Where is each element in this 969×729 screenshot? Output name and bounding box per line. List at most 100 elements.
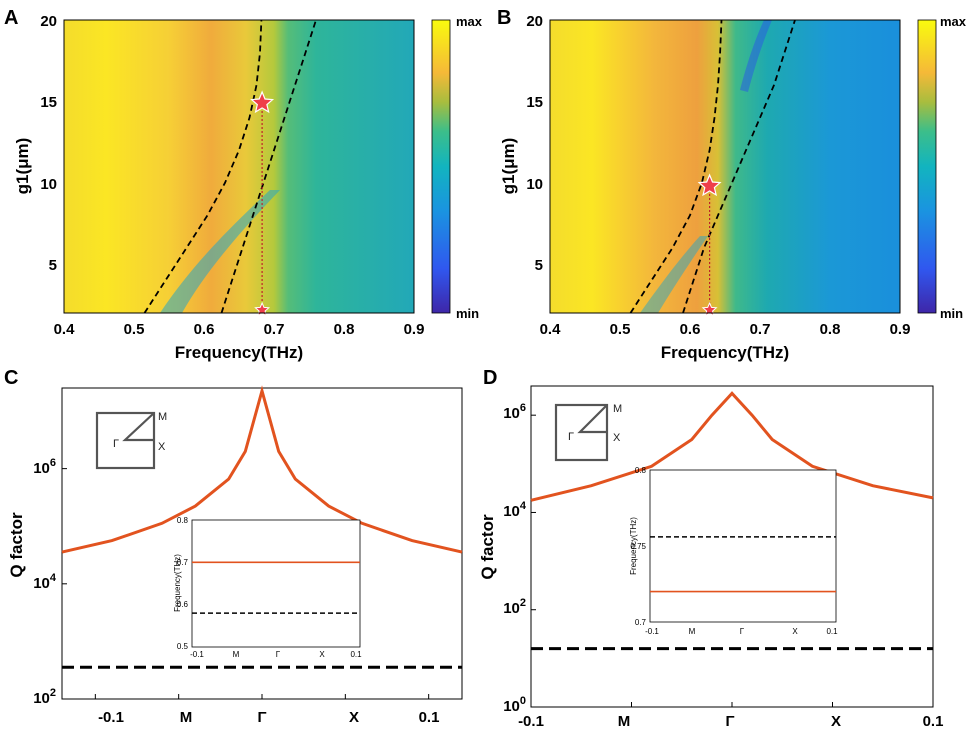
y-axis-label-d: Q factor [478, 514, 497, 580]
inset-y-label-c: Frequency(THz) [173, 554, 182, 612]
x-axis-c: -0.1 M Γ X 0.1 [98, 709, 439, 726]
x-tick-b-4: 0.8 [820, 321, 841, 338]
plot-frame-b [549, 19, 901, 314]
bz-label-x-c: X [158, 441, 166, 453]
x-tick-a-1: 0.5 [124, 321, 145, 338]
colorbar-b-min: min [940, 306, 963, 321]
x-tick-a-4: 0.8 [334, 321, 355, 338]
y-axis-d: 100 102 104 106 Q factor [478, 402, 527, 715]
x-tick-c-1: M [180, 709, 193, 726]
inset-x-tick-c-0: -0.1 [190, 650, 204, 659]
x-axis-label-b: Frequency(THz) [661, 343, 789, 362]
colorbar-b: max min [917, 14, 967, 321]
y-tick-b-1: 10 [526, 176, 543, 193]
frequency-inset-c: 0.5 0.6 0.7 0.8 -0.1 M Γ X 0.1 Frequency… [173, 516, 362, 659]
inset-x-tick-d-3: X [792, 627, 798, 636]
x-axis-b: 0.4 0.5 0.6 0.7 0.8 0.9 Frequency(THz) [540, 321, 911, 362]
x-tick-b-5: 0.9 [890, 321, 911, 338]
x-tick-d-3: X [831, 713, 841, 729]
x-tick-a-3: 0.7 [264, 321, 285, 338]
y-tick-c-1: 104 [33, 572, 57, 592]
inset-x-tick-c-2: Γ [276, 650, 281, 659]
bz-label-gamma-c: Γ [113, 438, 119, 450]
y-tick-a-3: 20 [40, 13, 57, 30]
x-tick-a-0: 0.4 [54, 321, 76, 338]
x-tick-c-4: 0.1 [419, 709, 440, 726]
bz-label-x-d: X [613, 432, 621, 444]
y-axis-a: 5 10 15 20 g1(μm) [13, 13, 57, 274]
inset-x-tick-d-2: Γ [740, 627, 745, 636]
x-tick-c-2: Γ [257, 709, 266, 726]
dashed-band-a-1 [143, 19, 263, 314]
colorbar-a-gradient [431, 19, 451, 314]
y-axis-label-b: g1(μm) [499, 138, 518, 195]
y-tick-d-1: 102 [503, 597, 526, 617]
inset-y-tick-d-0: 0.7 [635, 618, 647, 627]
y-tick-c-0: 102 [33, 687, 56, 707]
bz-path-c [122, 412, 155, 442]
inset-frame-c [191, 519, 361, 648]
x-tick-b-1: 0.5 [610, 321, 631, 338]
y-tick-b-2: 15 [526, 94, 543, 111]
y-tick-d-2: 104 [503, 500, 527, 520]
inset-x-tick-d-1: M [689, 627, 696, 636]
dashed-band-b-1 [629, 19, 723, 314]
heatmap-b-field [550, 20, 900, 313]
y-tick-c-2: 106 [33, 457, 56, 477]
inset-y-label-d: Frequency(THz) [629, 517, 638, 575]
y-tick-a-2: 15 [40, 94, 57, 111]
x-tick-c-0: -0.1 [98, 709, 124, 726]
inset-y-tick-c-3: 0.8 [177, 516, 189, 525]
inset-x-tick-c-4: 0.1 [350, 650, 362, 659]
heatmap-a-anticrossing-band [160, 190, 280, 313]
inset-x-tick-d-0: -0.1 [645, 627, 659, 636]
x-tick-a-5: 0.9 [404, 321, 425, 338]
brillouin-zone-inset-d: M X Γ [554, 403, 622, 462]
heatmap-panel-a [63, 19, 415, 317]
inset-x-tick-d-4: 0.1 [826, 627, 838, 636]
panel-label-b: B [497, 7, 511, 29]
inset-y-tick-c-2: 0.7 [177, 558, 189, 567]
x-tick-c-3: X [349, 709, 359, 726]
frequency-inset-d: 0.7 0.75 0.8 -0.1 M Γ X 0.1 Frequency(TH… [629, 466, 838, 636]
x-tick-b-3: 0.7 [750, 321, 771, 338]
inset-y-tick-c-0: 0.5 [177, 642, 189, 651]
x-tick-d-0: -0.1 [518, 713, 544, 729]
inset-y-tick-d-2: 0.8 [635, 466, 647, 475]
inset-y-tick-c-1: 0.6 [177, 600, 189, 609]
dashed-band-b-2 [682, 19, 796, 314]
inset-x-tick-c-1: M [233, 650, 240, 659]
panel-label-a: A [4, 7, 18, 29]
y-axis-label-a: g1(μm) [13, 138, 32, 195]
bz-label-m-d: M [613, 403, 622, 415]
y-tick-d-0: 100 [503, 695, 526, 715]
bz-path-d [577, 404, 608, 434]
x-tick-b-0: 0.4 [540, 321, 562, 338]
heatmap-b-upper-band [740, 20, 772, 92]
x-tick-b-2: 0.6 [680, 321, 701, 338]
brillouin-zone-inset-c: M X Γ [95, 411, 167, 470]
bz-label-m-c: M [158, 411, 167, 423]
y-tick-a-0: 5 [49, 257, 57, 274]
x-axis-label-a: Frequency(THz) [175, 343, 303, 362]
star-marker-b [697, 173, 722, 197]
x-axis-a: 0.4 0.5 0.6 0.7 0.8 0.9 Frequency(THz) [54, 321, 425, 362]
plot-frame-a [63, 19, 415, 314]
colorbar-b-max: max [940, 14, 967, 29]
x-tick-d-1: M [618, 713, 631, 729]
x-axis-d: -0.1 M Γ X 0.1 [518, 713, 943, 729]
colorbar-a-min: min [456, 306, 479, 321]
y-axis-label-c: Q factor [7, 512, 26, 578]
colorbar-a: max min [431, 14, 483, 321]
heatmap-b-anticrossing-band [640, 236, 708, 313]
y-tick-d-3: 106 [503, 402, 526, 422]
inset-y-tick-d-1: 0.75 [630, 542, 646, 551]
heatmap-a-field [64, 20, 414, 313]
y-axis-b: 5 10 15 20 g1(μm) [499, 13, 543, 274]
bz-label-gamma-d: Γ [568, 431, 574, 443]
y-axis-c: 102 104 106 Q factor [7, 457, 57, 707]
inset-frame-d [649, 469, 837, 623]
dashed-band-a-2 [220, 19, 317, 314]
inset-x-tick-c-3: X [319, 650, 325, 659]
